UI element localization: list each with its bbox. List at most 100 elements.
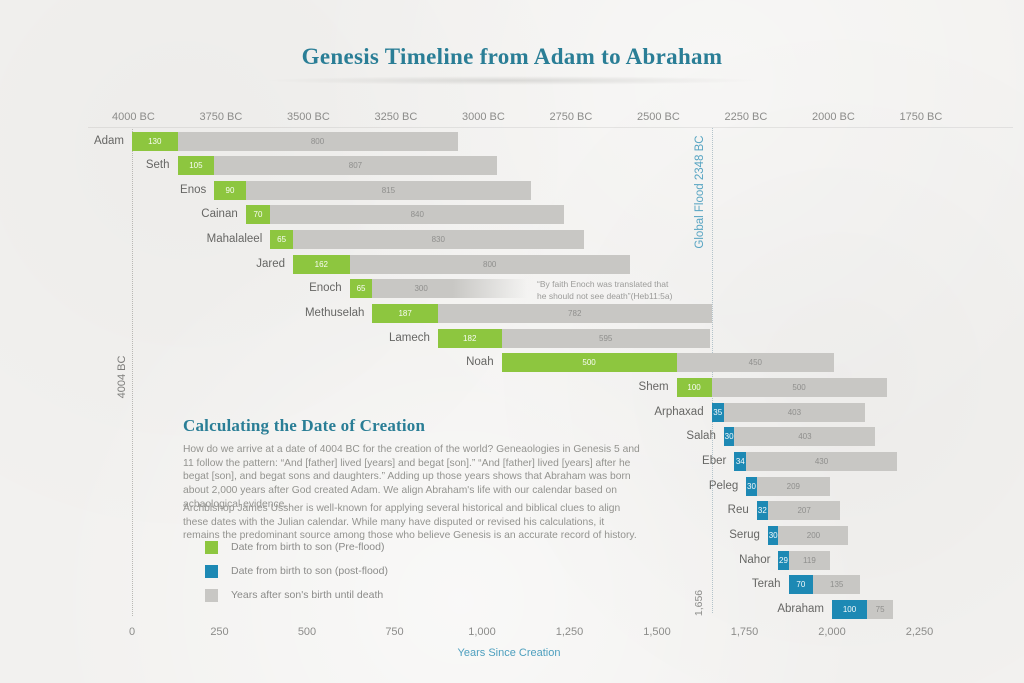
after-segment-value: 200 xyxy=(806,530,821,540)
birth-segment: 30 xyxy=(723,427,735,447)
top-axis-tick-label: 3750 BC xyxy=(199,111,243,123)
after-segment-value: 800 xyxy=(310,136,325,146)
after-segment-value: 815 xyxy=(381,185,396,195)
row-label-serug: Serug xyxy=(729,528,760,541)
bottom-axis-title: Years Since Creation xyxy=(457,647,561,659)
after-segment-value: 595 xyxy=(599,333,613,343)
row-label-seth: Seth xyxy=(145,159,170,172)
bottom-axis-tick-label: 250 xyxy=(210,626,229,638)
legend-item-after-death: Years after son's birth until death xyxy=(205,588,383,602)
birth-segment: 29 xyxy=(778,550,789,570)
top-axis-tick-label: 2500 BC xyxy=(636,111,680,123)
after-segment-value: 300 xyxy=(414,284,428,294)
after-segment: 815 xyxy=(245,180,531,200)
row-label-mahalaleel: Mahalaleel xyxy=(206,233,263,246)
after-segment-value: 403 xyxy=(798,432,812,442)
top-axis-tick-label: 1750 BC xyxy=(899,111,943,123)
after-segment: 75 xyxy=(867,599,894,619)
after-segment: 207 xyxy=(767,501,841,521)
birth-segment: 90 xyxy=(214,180,246,200)
after-segment: 450 xyxy=(676,353,835,373)
bottom-axis-tick-label: 1,250 xyxy=(555,626,584,638)
after-segment: 200 xyxy=(778,525,849,545)
bottom-axis-tick-label: 0 xyxy=(128,626,136,638)
after-segment-value: 830 xyxy=(431,235,445,245)
after-segment: 800 xyxy=(349,254,630,274)
post-flood-swatch xyxy=(205,564,218,578)
row-label-nahor: Nahor xyxy=(739,553,771,566)
after-years-swatch xyxy=(205,588,218,602)
after-segment-value: 430 xyxy=(814,456,829,466)
info-paragraph-1: How do we arrive at a date of 4004 BC fo… xyxy=(183,444,640,510)
birth-segment: 65 xyxy=(349,279,373,299)
birth-segment: 182 xyxy=(437,328,502,348)
after-segment-value: 207 xyxy=(797,506,811,516)
after-segment-value: 403 xyxy=(787,407,802,417)
after-segment-value: 500 xyxy=(792,383,806,392)
after-segment-value: 209 xyxy=(786,481,800,491)
enoch-annotation: “By faith Enoch was translated that he s… xyxy=(537,279,672,303)
top-axis-tick-label: 2750 BC xyxy=(549,111,593,123)
row-label-enos: Enos xyxy=(180,183,207,196)
row-label-peleg: Peleg xyxy=(708,479,739,492)
enoch-annotation-line1: “By faith Enoch was translated that xyxy=(537,279,669,289)
top-axis-tick-label: 2250 BC xyxy=(724,111,768,123)
after-segment: 403 xyxy=(723,402,865,422)
birth-segment: 30 xyxy=(767,525,779,545)
bottom-axis-tick-label: 1,000 xyxy=(468,626,496,638)
bottom-axis-tick-label: 2,000 xyxy=(818,626,846,638)
after-segment-value: 840 xyxy=(410,210,424,220)
row-label-methuselah: Methuselah xyxy=(304,307,365,320)
birth-segment: 34 xyxy=(734,451,747,471)
bottom-axis-tick-label: 1,500 xyxy=(643,626,671,638)
after-segment-value: 450 xyxy=(748,358,763,368)
row-label-abraham: Abraham xyxy=(777,602,824,615)
top-axis-tick-label: 2000 BC xyxy=(811,111,855,123)
after-segment: 800 xyxy=(177,131,458,151)
after-segment: 840 xyxy=(270,205,565,225)
after-segment: 595 xyxy=(501,328,710,348)
global-flood-label: Global Flood 2348 BC xyxy=(694,135,706,249)
info-heading: Calculating the Date of Creation xyxy=(183,416,426,435)
after-segment: 807 xyxy=(214,156,497,176)
top-axis-tick-label: 4000 BC xyxy=(111,111,155,123)
bottom-axis-tick-label: 1,750 xyxy=(730,626,759,638)
after-segment-value: 135 xyxy=(830,580,844,590)
row-label-arphaxad: Arphaxad xyxy=(654,405,704,418)
birth-segment: 187 xyxy=(372,304,438,324)
row-label-eber: Eber xyxy=(702,454,727,467)
bottom-axis-tick-label: 500 xyxy=(297,626,317,638)
row-label-adam: Adam xyxy=(93,134,124,147)
legend-label: Date from birth to son (Pre-flood) xyxy=(231,541,385,553)
birth-segment: 65 xyxy=(270,230,293,250)
legend-label: Years after son's birth until death xyxy=(231,589,384,601)
after-segment-value: 782 xyxy=(568,309,582,319)
after-segment-value: 75 xyxy=(875,604,885,614)
after-segment: 430 xyxy=(746,451,897,471)
legend-item-pre-flood: Date from birth to son (Pre-flood) xyxy=(205,540,384,554)
birth-segment: 500 xyxy=(501,353,677,373)
birth-segment: 70 xyxy=(788,575,814,595)
after-segment-value: 119 xyxy=(803,555,816,565)
birth-segment: 35 xyxy=(711,402,724,422)
birth-segment: 32 xyxy=(756,501,768,521)
birth-segment: 30 xyxy=(746,476,757,496)
row-label-noah: Noah xyxy=(466,356,494,369)
row-label-terah: Terah xyxy=(751,578,781,591)
top-axis-tick-label: 3000 BC xyxy=(461,111,505,123)
row-label-enoch: Enoch xyxy=(309,282,342,295)
birth-segment: 70 xyxy=(245,205,271,225)
info-paragraph-2: Archbishop James Ussher is well-known fo… xyxy=(183,503,637,542)
after-segment: 782 xyxy=(437,304,712,324)
after-segment: 300 xyxy=(372,279,528,299)
birth-segment: 100 xyxy=(676,378,712,397)
row-label-lamech: Lamech xyxy=(388,331,430,344)
legend-label: Date from birth to son (post-flood) xyxy=(231,565,388,577)
birth-segment: 100 xyxy=(832,599,867,619)
top-axis-tick-label: 3250 BC xyxy=(374,111,418,123)
after-segment: 209 xyxy=(756,476,830,496)
after-segment-value: 807 xyxy=(348,161,363,171)
after-segment: 403 xyxy=(734,427,876,447)
birth-segment: 105 xyxy=(177,156,215,176)
